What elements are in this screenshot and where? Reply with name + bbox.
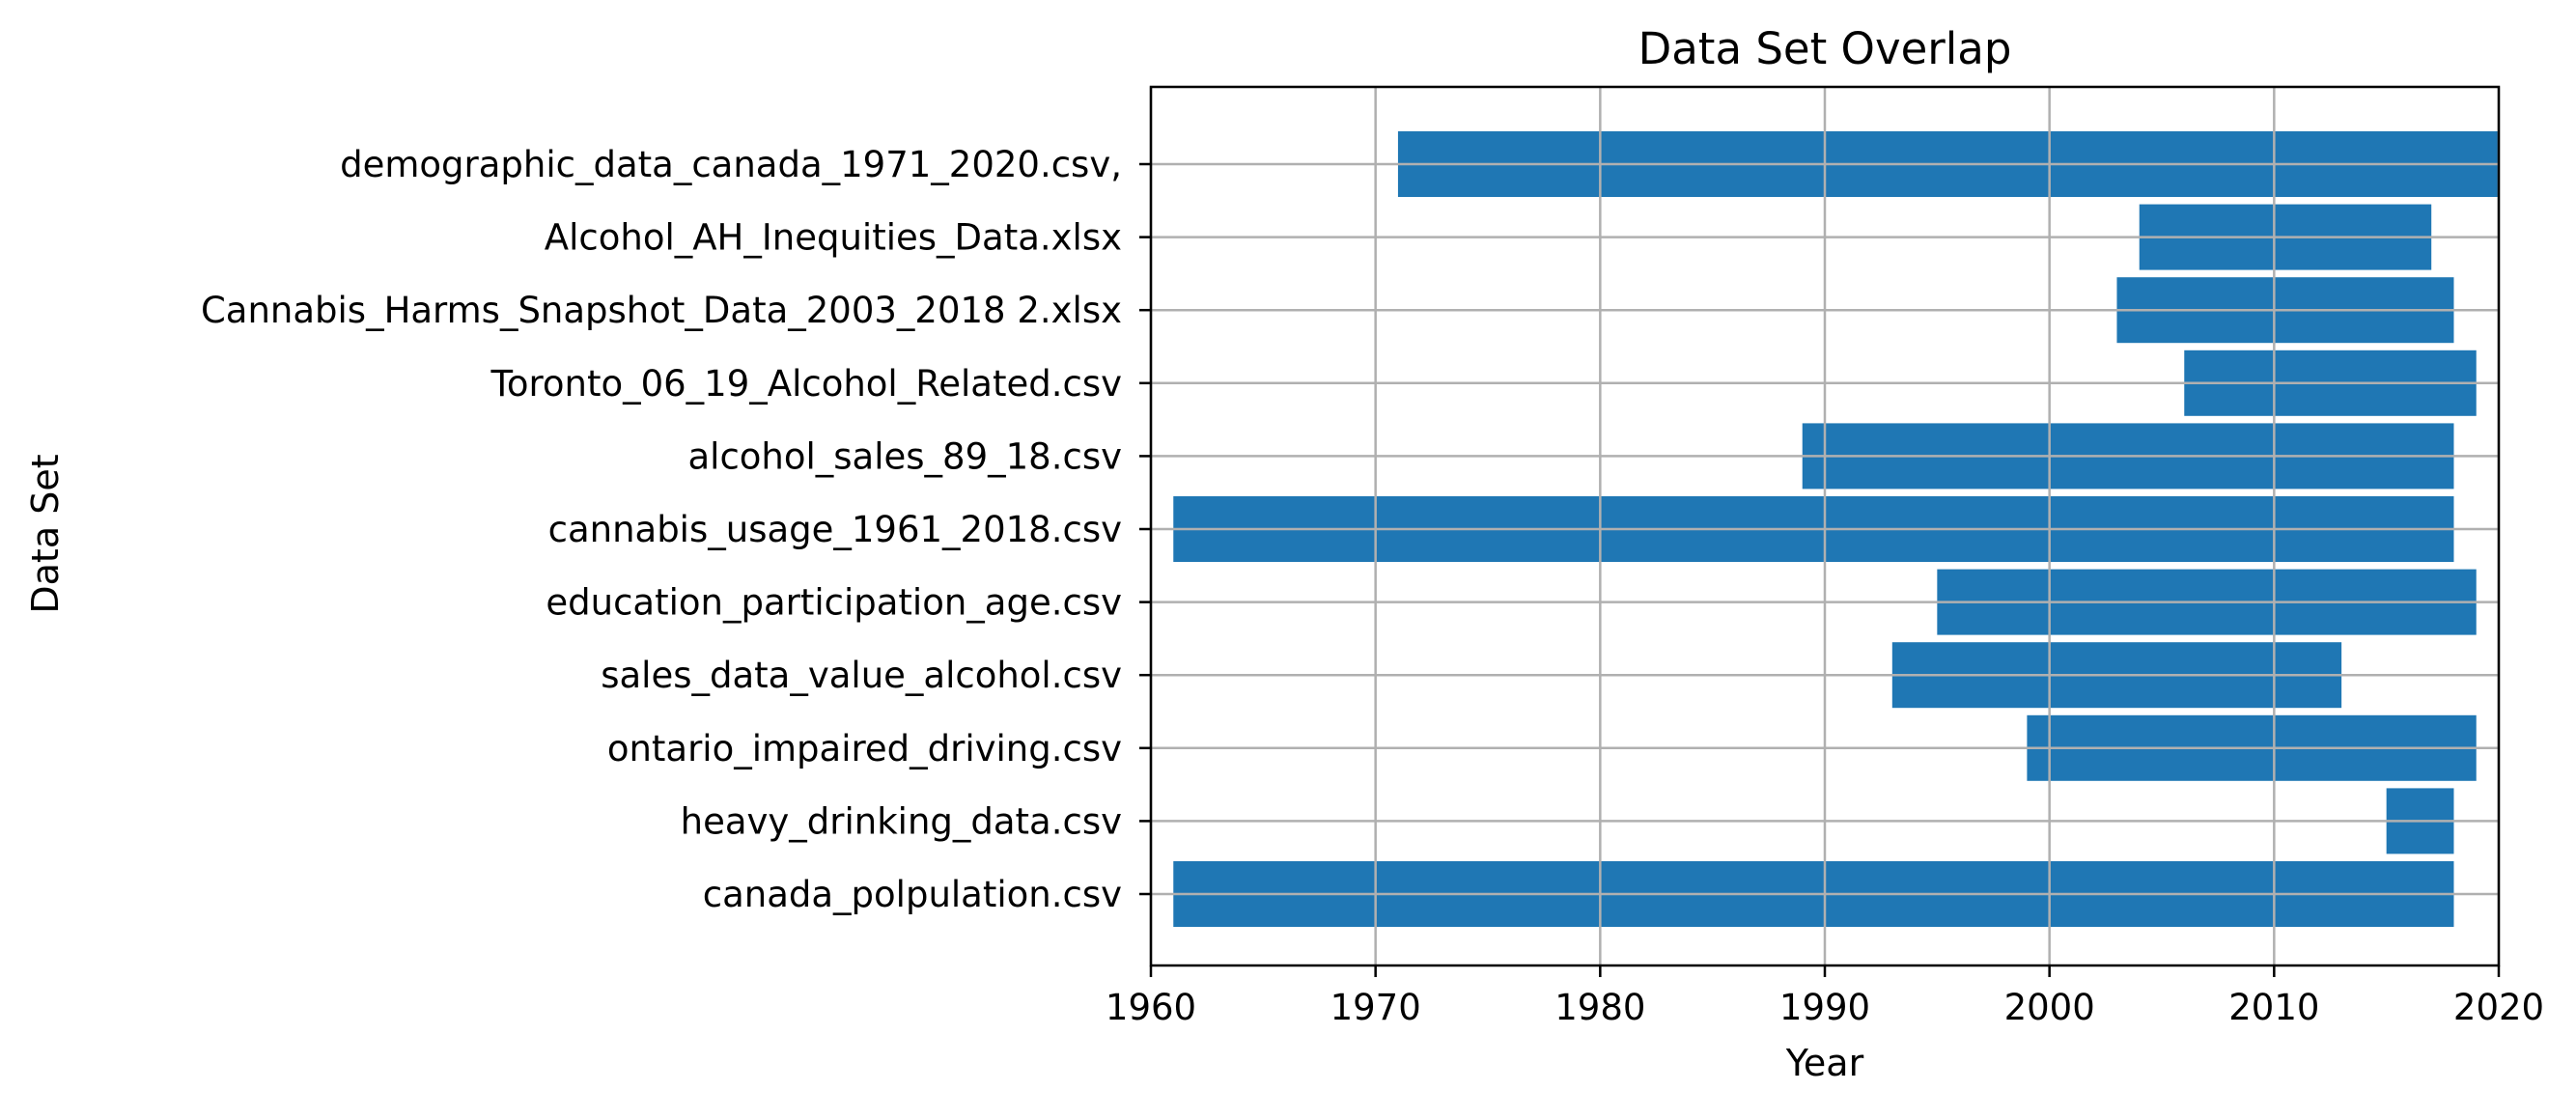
- x-axis-label: Year: [1785, 1042, 1864, 1084]
- y-tick-label: sales_data_value_alcohol.csv: [601, 655, 1122, 696]
- y-tick-label: Toronto_06_19_Alcohol_Related.csv: [490, 363, 1122, 405]
- y-tick-label: heavy_drinking_data.csv: [681, 800, 1122, 842]
- x-tick-label: 2000: [2004, 987, 2095, 1028]
- y-tick-label: education_participation_age.csv: [546, 582, 1122, 624]
- x-tick-label: 2020: [2453, 987, 2544, 1028]
- y-tick-label: canada_polpulation.csv: [703, 874, 1122, 915]
- y-axis-label: Data Set: [24, 454, 67, 613]
- x-tick-label: 1990: [1779, 987, 1870, 1028]
- y-tick-label: alcohol_sales_89_18.csv: [687, 435, 1122, 477]
- chart-title: Data Set Overlap: [1638, 23, 2012, 74]
- x-tick-label: 1980: [1554, 987, 1645, 1028]
- y-tick-label: Alcohol_AH_Inequities_Data.xlsx: [545, 217, 1122, 259]
- y-tick-label: demographic_data_canada_1971_2020.csv,: [340, 144, 1122, 185]
- y-tick-label: ontario_impaired_driving.csv: [607, 728, 1122, 769]
- x-tick-label: 2010: [2228, 987, 2319, 1028]
- x-tick-label: 1960: [1106, 987, 1196, 1028]
- y-tick-label: cannabis_usage_1961_2018.csv: [548, 509, 1122, 550]
- x-tick-label: 1970: [1330, 987, 1421, 1028]
- y-tick-label: Cannabis_Harms_Snapshot_Data_2003_2018 2…: [201, 290, 1122, 331]
